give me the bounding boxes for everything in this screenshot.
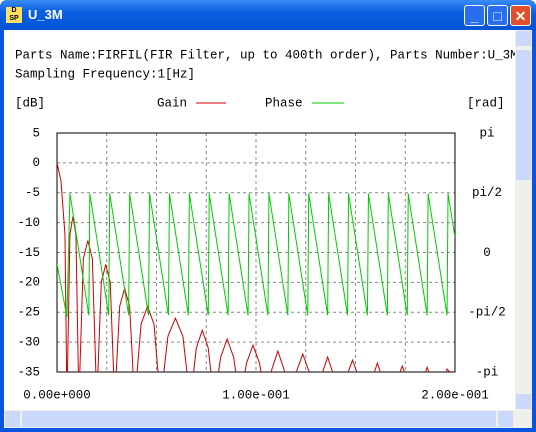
x-tick-label: 2.00e-001: [421, 388, 489, 402]
scroll-left[interactable]: [5, 411, 20, 427]
close-button[interactable]: ✕: [510, 5, 531, 26]
scroll-down[interactable]: [516, 394, 531, 409]
y2-tick-label: -pi: [476, 365, 499, 379]
scroll-thumb[interactable]: [516, 50, 531, 180]
client-area: Parts Name:FIRFIL(FIR Filter, up to 400t…: [4, 30, 532, 428]
plot-frame: [56, 132, 456, 373]
scroll-up[interactable]: [516, 31, 531, 46]
y-tick-label: -35: [17, 365, 40, 379]
scroll-right[interactable]: [498, 411, 513, 427]
data-line: [57, 162, 451, 372]
header-line: Parts Name:FIRFIL(FIR Filter, up to 400t…: [15, 48, 518, 62]
y-tick-label: -10: [17, 216, 40, 230]
y-tick-label: 5: [32, 126, 40, 140]
icon-text: D: [11, 7, 17, 14]
data-line: [57, 193, 455, 318]
y-tick-label: -30: [17, 335, 40, 349]
maximize-button[interactable]: □: [487, 5, 508, 26]
y2-axis-label: [rad]: [467, 96, 505, 110]
icon-text: SP: [9, 15, 19, 22]
y2-tick-label: pi: [479, 126, 494, 140]
window-title: U_3M: [28, 7, 63, 22]
header-line: Sampling Frequency:1[Hz]: [15, 67, 195, 81]
y-tick-label: -20: [17, 276, 40, 290]
legend-label: Gain: [157, 96, 187, 110]
scroll-thumb[interactable]: [22, 411, 496, 427]
app-icon: D SP: [6, 7, 22, 23]
y2-tick-label: -pi/2: [468, 306, 506, 320]
y-tick-label: -25: [17, 306, 40, 320]
y-axis-label: [dB]: [15, 96, 45, 110]
legend-label: Phase: [265, 96, 303, 110]
x-tick-label: 1.00e-001: [222, 388, 290, 402]
background: [4, 30, 532, 428]
x-tick-label: 0.00e+000: [23, 388, 91, 402]
y2-tick-label: 0: [483, 246, 491, 260]
y2-tick-label: pi/2: [472, 186, 502, 200]
y-tick-label: -15: [17, 246, 40, 260]
y-tick-label: 0: [32, 156, 40, 170]
minimize-button[interactable]: _: [464, 5, 485, 26]
y-tick-label: -5: [25, 186, 40, 200]
title-bar: D SP U_3M _ □ ✕: [0, 0, 536, 30]
